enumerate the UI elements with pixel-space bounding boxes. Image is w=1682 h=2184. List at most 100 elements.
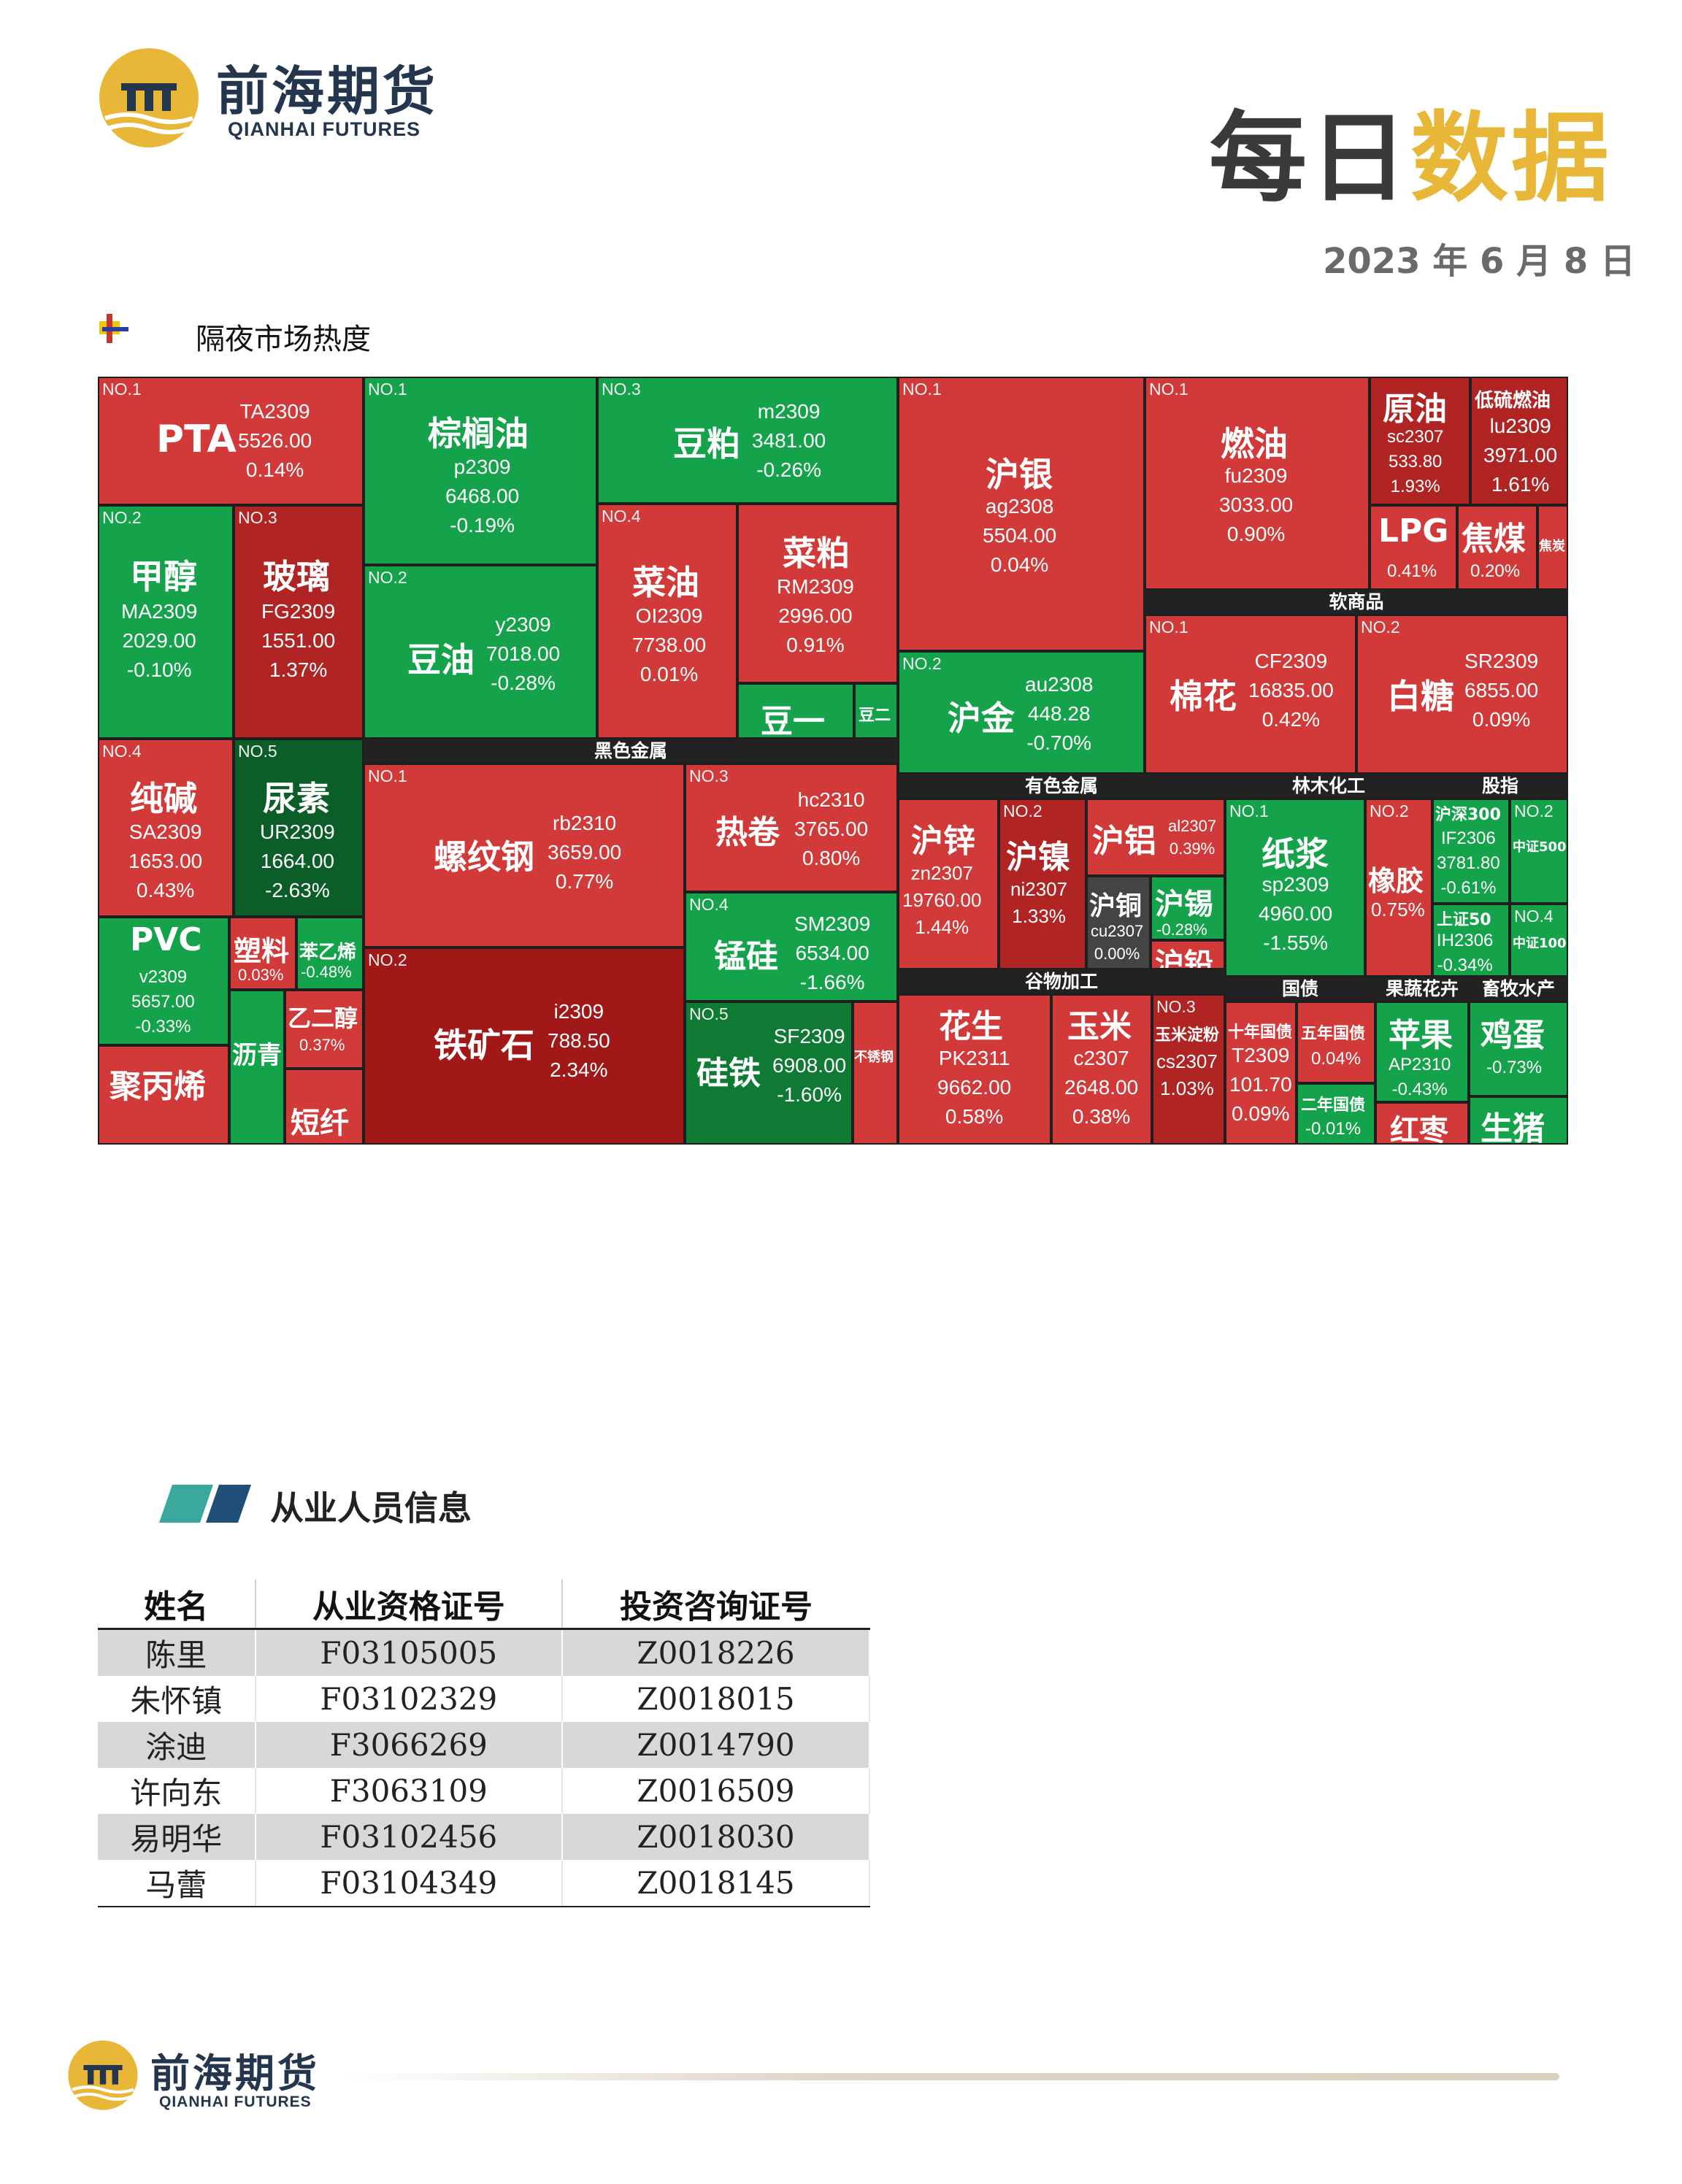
tile-code: al2307 bbox=[1168, 817, 1217, 835]
tile-plastic[interactable]: 塑料 0.03% bbox=[229, 917, 296, 990]
tile-name: 沥青 bbox=[232, 1041, 282, 1070]
tile-im[interactable]: NO.4 中证1000 bbox=[1510, 904, 1568, 977]
tile-t10[interactable]: 十年国债 T2309 101.70 0.09% bbox=[1225, 1001, 1297, 1145]
tile-code: SM2309 bbox=[794, 912, 871, 935]
tile-nickel[interactable]: NO.2 沪镍 ni2307 1.33% bbox=[999, 799, 1086, 969]
tile-methanol[interactable]: NO.2 甲醇 MA2309 2029.00 -0.10% bbox=[98, 505, 234, 739]
tile-apple[interactable]: 苹果 AP2310 -0.43% bbox=[1375, 1001, 1469, 1102]
tile-hc[interactable]: NO.3 热卷 hc2310 3765.00 0.80% bbox=[685, 764, 898, 892]
tile-info: hc2310 3765.00 0.80% bbox=[794, 785, 868, 872]
tile-rank: NO.2 bbox=[368, 950, 407, 969]
tile-price: 1664.00 bbox=[260, 849, 334, 872]
tile-ore[interactable]: NO.2 铁矿石 i2309 788.50 2.34% bbox=[364, 947, 685, 1145]
tile-crude[interactable]: 原油 sc2307 533.80 1.93% bbox=[1370, 377, 1470, 505]
tile-lpg[interactable]: LPG 0.41% bbox=[1370, 505, 1457, 590]
tile-price: 1551.00 bbox=[261, 628, 336, 652]
tile-palm[interactable]: NO.1 棕榈油 p2309 6468.00 -0.19% bbox=[364, 377, 597, 565]
tile-alum[interactable]: 沪铝 al2307 0.39% bbox=[1086, 799, 1225, 876]
tile-t2[interactable]: 二年国债 -0.01% bbox=[1297, 1083, 1375, 1145]
tile-name: 沪锌 bbox=[911, 823, 975, 860]
tile-soyoil[interactable]: NO.2 豆油 y2309 7018.00 -0.28% bbox=[364, 565, 597, 739]
tile-tin[interactable]: 沪锡 -0.28% bbox=[1151, 876, 1225, 940]
tile-ih[interactable]: 上证50 IH2306 -0.34% bbox=[1432, 904, 1510, 977]
tile-cotton[interactable]: NO.1 棉花 CF2309 16835.00 0.42% bbox=[1145, 615, 1356, 774]
cell-name: 马蕾 bbox=[98, 1860, 256, 1907]
tile-zinc[interactable]: 沪锌 zn2307 19760.00 1.44% bbox=[898, 799, 999, 969]
tile-if[interactable]: 沪深300 IF2306 3781.80 -0.61% bbox=[1432, 799, 1510, 904]
tile-pct: 0.20% bbox=[1470, 561, 1521, 581]
tile-info: i2309 788.50 2.34% bbox=[548, 997, 610, 1084]
tile-name: 玉米 bbox=[1067, 1008, 1132, 1045]
tile-pvc[interactable]: PVC v2309 5657.00 -0.33% bbox=[98, 917, 229, 1045]
tile-rapemeal[interactable]: 菜粕 RM2309 2996.00 0.91% bbox=[737, 504, 898, 683]
tile-asphalt[interactable]: 沥青 bbox=[229, 990, 285, 1145]
tile-rapeoil[interactable]: NO.4 菜油 OI2309 7738.00 0.01% bbox=[597, 504, 737, 739]
tile-sm[interactable]: NO.4 锰硅 SM2309 6534.00 -1.66% bbox=[685, 892, 898, 1001]
logo-emblem-icon bbox=[99, 48, 199, 147]
tile-pp[interactable]: 聚丙烯 bbox=[98, 1045, 229, 1145]
tile-soda[interactable]: NO.4 纯碱 SA2309 1653.00 0.43% bbox=[98, 739, 234, 917]
header-logo bbox=[98, 47, 200, 149]
tile-name: 菜油 bbox=[632, 563, 699, 602]
tile-pct: 0.03% bbox=[238, 966, 284, 984]
tile-t5[interactable]: 五年国债 0.04% bbox=[1297, 1001, 1375, 1083]
tile-ic[interactable]: NO.2 中证500 bbox=[1510, 799, 1568, 904]
tile-eg[interactable]: 乙二醇 0.37% bbox=[285, 990, 364, 1069]
tile-cornstarch[interactable]: NO.3 玉米淀粉 cs2307 1.03% bbox=[1152, 994, 1225, 1145]
tile-rank: NO.2 bbox=[102, 508, 142, 527]
tile-pct: -0.19% bbox=[450, 513, 515, 537]
tile-code: OI2309 bbox=[635, 604, 703, 627]
tile-meal[interactable]: NO.3 豆粕 m2309 3481.00 -0.26% bbox=[597, 377, 898, 504]
tile-name: 苹果 bbox=[1389, 1017, 1453, 1054]
tile-info: sc2307 533.80 1.93% bbox=[1387, 425, 1443, 499]
tile-pta[interactable]: NO.1 PTA TA2309 5526.00 0.14% bbox=[98, 377, 364, 505]
tile-soy2[interactable]: 豆二 bbox=[854, 683, 898, 739]
table-row: 易明华 F03102456 Z0018030 bbox=[98, 1814, 870, 1860]
tile-code: y2309 bbox=[495, 613, 551, 636]
tile-rank: NO.5 bbox=[238, 742, 277, 761]
tile-info: cu2307 0.00% bbox=[1091, 920, 1143, 965]
tile-glass[interactable]: NO.3 玻璃 FG2309 1551.00 1.37% bbox=[234, 505, 364, 739]
tile-info: p2309 6468.00 -0.19% bbox=[445, 453, 519, 539]
tile-hog[interactable]: 生猪 bbox=[1469, 1096, 1568, 1145]
tile-sf[interactable]: NO.5 硅铁 SF2309 6908.00 -1.60% bbox=[685, 1001, 853, 1145]
tile-jujube[interactable]: 红枣 bbox=[1375, 1102, 1469, 1145]
tile-name: 燃油 bbox=[1221, 424, 1288, 464]
tile-sugar[interactable]: NO.2 白糖 SR2309 6855.00 0.09% bbox=[1356, 615, 1568, 774]
tile-code: hc2310 bbox=[797, 788, 865, 811]
tile-code: TA2309 bbox=[239, 400, 310, 423]
tile-egg[interactable]: 鸡蛋 -0.73% bbox=[1469, 1001, 1568, 1096]
tile-peanut[interactable]: 花生 PK2311 9662.00 0.58% bbox=[898, 994, 1051, 1145]
table-row: 马蕾 F03104349 Z0018145 bbox=[98, 1860, 870, 1907]
tile-silver[interactable]: NO.1 沪银 ag2308 5504.00 0.04% bbox=[898, 377, 1145, 651]
tile-fuel[interactable]: NO.1 燃油 fu2309 3033.00 0.90% bbox=[1145, 377, 1370, 590]
tile-rebar[interactable]: NO.1 螺纹钢 rb2310 3659.00 0.77% bbox=[364, 764, 685, 947]
tile-soy1[interactable]: 豆一 bbox=[737, 683, 854, 739]
tile-urea[interactable]: NO.5 尿素 UR2309 1664.00 -2.63% bbox=[234, 739, 364, 917]
tile-coke[interactable]: 焦煤 0.20% bbox=[1457, 505, 1537, 590]
tile-gold[interactable]: NO.2 沪金 au2308 448.28 -0.70% bbox=[898, 651, 1145, 774]
tile-corn[interactable]: 玉米 c2307 2648.00 0.38% bbox=[1051, 994, 1152, 1145]
tile-name: 低硫燃油 bbox=[1475, 390, 1551, 412]
tile-coke2[interactable]: 焦炭 bbox=[1537, 505, 1568, 590]
tile-code: RM2309 bbox=[777, 575, 854, 598]
tile-lead[interactable]: 沪铅 bbox=[1151, 940, 1225, 969]
tile-lsfuel[interactable]: 低硫燃油 lu2309 3971.00 1.61% bbox=[1470, 377, 1568, 505]
tile-code: rb2310 bbox=[553, 812, 617, 834]
tile-code: zn2307 bbox=[910, 862, 973, 884]
tile-pct: 0.77% bbox=[555, 869, 614, 893]
tile-ss[interactable]: 不锈钢 bbox=[853, 1001, 898, 1145]
tile-name: 苯乙烯 bbox=[299, 942, 357, 964]
tile-psf[interactable]: 短纤 bbox=[285, 1069, 364, 1145]
tile-rubber[interactable]: NO.2 橡胶 0.75% bbox=[1365, 799, 1432, 977]
tile-info: SR2309 6855.00 0.09% bbox=[1464, 647, 1538, 734]
tile-rank: NO.2 bbox=[1003, 801, 1042, 820]
tile-info: sp2309 4960.00 -1.55% bbox=[1259, 870, 1332, 957]
tile-pulp[interactable]: NO.1 纸浆 sp2309 4960.00 -1.55% bbox=[1225, 799, 1365, 977]
tile-name: 聚丙烯 bbox=[110, 1068, 206, 1105]
tile-info: FG2309 1551.00 1.37% bbox=[261, 597, 335, 684]
tile-styrene[interactable]: 苯乙烯 -0.48% bbox=[296, 917, 364, 990]
tile-name: 中证500 bbox=[1513, 839, 1567, 855]
tile-copper[interactable]: 沪铜 cu2307 0.00% bbox=[1086, 876, 1151, 969]
tile-pct: -0.61% bbox=[1440, 878, 1497, 899]
